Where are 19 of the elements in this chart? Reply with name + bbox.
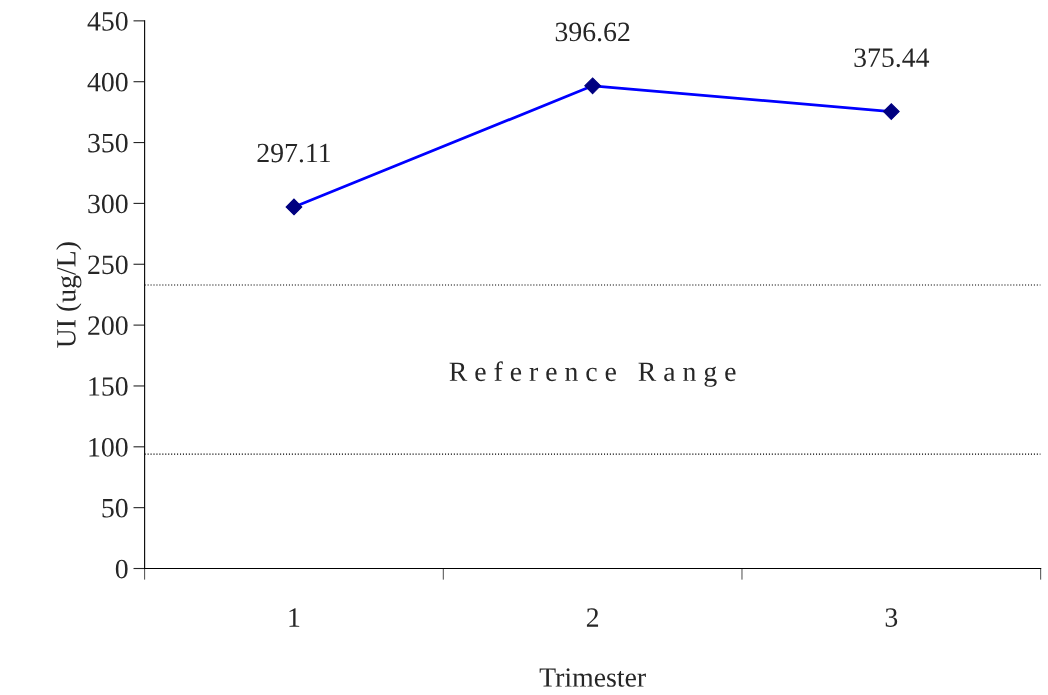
y-axis-title: UI (ug/L) — [56, 242, 82, 348]
y-tick-label: 50 — [102, 498, 128, 518]
x-axis-title: Trimester — [539, 668, 646, 687]
y-tick-label: 350 — [88, 133, 128, 153]
annotation: R e f e r e n c e R a n g e — [449, 361, 736, 387]
y-tick-label: 150 — [89, 377, 128, 396]
data-label: 375.44 — [854, 48, 930, 68]
data-label: 396.62 — [555, 22, 630, 42]
y-tick-label: 100 — [89, 437, 128, 457]
y-tick-label: 450 — [87, 12, 128, 31]
x-tick-label: 2 — [586, 608, 599, 627]
y-tick-label: 250 — [88, 255, 128, 275]
x-tick-label: 1 — [289, 608, 300, 627]
data-label: 297.11 — [257, 143, 330, 163]
y-tick-label: 0 — [115, 559, 128, 579]
y-tick-label: 200 — [88, 316, 128, 336]
y-tick-label: 400 — [87, 72, 128, 92]
x-tick-label: 3 — [885, 608, 898, 627]
y-tick-label: 300 — [88, 194, 128, 214]
